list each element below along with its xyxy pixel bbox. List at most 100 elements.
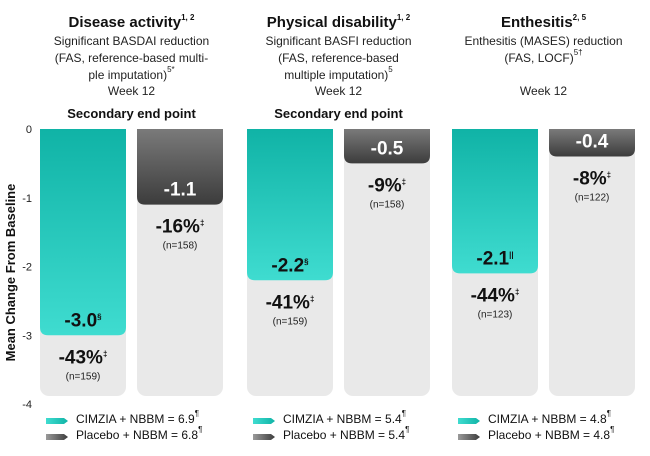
percent-change-label-main: -41% [266,292,310,313]
group-subtitle-line-main: Enthesitis (MASES) reduction [464,34,622,48]
legend-entry: CIMZIA + NBBM = 4.8¶ [488,409,611,426]
group-title: Physical disability1, 2 [267,13,411,31]
percent-change-label-sup: ‡ [515,287,519,296]
group-1: Physical disability1, 2 Significant BASFI… [247,13,430,442]
sample-size-label: (n=158) [163,241,198,252]
percent-change-label: -9%‡ [368,175,406,196]
percent-change-label-sup: ‡ [402,177,406,186]
y-tick-label: -3 [22,330,32,342]
group-week: Week 12 [315,84,362,98]
percent-change-label: -41%‡ [266,292,315,313]
group-subtitle-line: (FAS, reference-based [278,51,399,65]
percent-change-label: -16%‡ [156,217,205,238]
legend-entry-main: CIMZIA + NBBM = 6.9 [76,412,195,426]
group-title: Enthesitis2, 5 [501,13,587,31]
group-title-main: Disease activity [69,14,182,31]
bar-value-label-main: -0.5 [371,138,404,159]
group-subtitle-line-main: (FAS, reference-based multi- [55,51,208,65]
legend-entry-sup: ¶ [405,425,409,434]
bar-cimzia [40,129,126,336]
bar-placebo [344,129,430,164]
bar-placebo [137,129,223,205]
legend-swatch [253,418,275,424]
group-subtitle-line-main: multiple imputation) [284,68,388,82]
bar-cimzia [247,129,333,281]
bar-value-label-main: -2.2 [271,255,304,276]
group-title-main: Enthesitis [501,14,573,31]
bar-value-label-main: -3.0 [64,310,97,331]
bar-value-label: -0.5 [371,138,404,159]
bar-value-label: -1.1 [164,180,197,201]
percent-change-label-sup: ‡ [310,294,314,303]
percent-change-label: -43%‡ [59,347,108,368]
bar-value-label-main: -0.4 [576,132,609,153]
y-axis-label: Mean Change From Baseline [3,184,18,362]
sample-size-label: (n=158) [370,199,405,210]
percent-change-label-main: -8% [573,169,607,190]
percent-change-label: -8%‡ [573,169,611,190]
bar-cimzia [452,129,538,274]
legend-entry-main: Placebo + NBBM = 5.4 [283,428,405,442]
column-background [344,129,430,396]
bar-value-label: -2.1|| [476,248,513,269]
group-2: Enthesitis2, 5 Enthesitis (MASES) reducti… [452,13,635,442]
group-title-sup: 2, 5 [573,13,587,22]
percent-change-label-main: -44% [471,285,515,306]
bar-placebo [549,129,635,157]
bar-value-label-sup: || [509,250,513,259]
group-subtitle-line-sup: 5* [167,65,175,74]
legend-entry-main: Placebo + NBBM = 6.8 [76,428,198,442]
group-title: Disease activity1, 2 [69,13,195,31]
legend-swatch [46,418,68,424]
legend-swatch [253,434,275,440]
group-subtitle-line: (FAS, LOCF)5† [504,48,582,65]
percent-change-label: -44%‡ [471,285,520,306]
group-subtitle-line: Enthesitis (MASES) reduction [464,34,622,48]
percent-change-label-sup: ‡ [103,349,107,358]
group-subtitle-line-main: ple imputation) [88,68,167,82]
group-week: Week 12 [108,84,155,98]
group-title-sup: 1, 2 [397,13,411,22]
bar-value-label-sup: § [304,257,309,266]
group-week: Week 12 [520,84,567,98]
group-subtitle-line: (FAS, reference-based multi- [55,51,208,65]
bar-value-label-main: -2.1 [476,248,509,269]
bar-value-label: -0.4 [576,132,609,153]
legend-entry-main: CIMZIA + NBBM = 5.4 [283,412,402,426]
legend-entry-sup: ¶ [610,425,614,434]
legend-entry-main: CIMZIA + NBBM = 4.8 [488,412,607,426]
group-subtitle-line-main: Significant BASFI reduction [265,34,411,48]
group-subtitle-line: multiple imputation)5 [284,65,393,82]
bar-value-label: -3.0§ [64,310,102,331]
group-subtitle-line: Significant BASDAI reduction [54,34,209,48]
y-tick-label: -1 [22,193,32,205]
legend-entry: Placebo + NBBM = 5.4¶ [283,425,409,442]
secondary-end-point: Secondary end point [274,106,403,121]
y-tick-label: 0 [26,124,32,136]
secondary-end-point: Secondary end point [67,106,196,121]
legend-entry: Placebo + NBBM = 6.8¶ [76,425,202,442]
percent-change-label-main: -16% [156,217,200,238]
group-subtitle-line-main: Significant BASDAI reduction [54,34,209,48]
legend-swatch [458,418,480,424]
legend-entry-sup: ¶ [607,409,611,418]
percent-change-label-main: -9% [368,175,402,196]
percent-change-label-sup: ‡ [607,171,611,180]
group-subtitle-line-sup: 5† [574,48,583,57]
legend-entry-sup: ¶ [402,409,406,418]
legend-entry-main: Placebo + NBBM = 4.8 [488,428,610,442]
group-0: Disease activity1, 2 Significant BASDAI r… [40,13,223,442]
legend-swatch [46,434,68,440]
sample-size-label: (n=123) [478,309,513,320]
y-tick-label: -4 [22,399,32,411]
column-background [549,129,635,396]
legend-swatch [458,434,480,440]
sample-size-label: (n=159) [273,316,308,327]
bar-value-label-sup: § [97,312,102,321]
legend-entry: CIMZIA + NBBM = 6.9¶ [76,409,199,426]
group-title-sup: 1, 2 [181,13,195,22]
percent-change-label-sup: ‡ [200,219,204,228]
group-subtitle-line: Significant BASFI reduction [265,34,411,48]
legend-entry: Placebo + NBBM = 4.8¶ [488,425,614,442]
